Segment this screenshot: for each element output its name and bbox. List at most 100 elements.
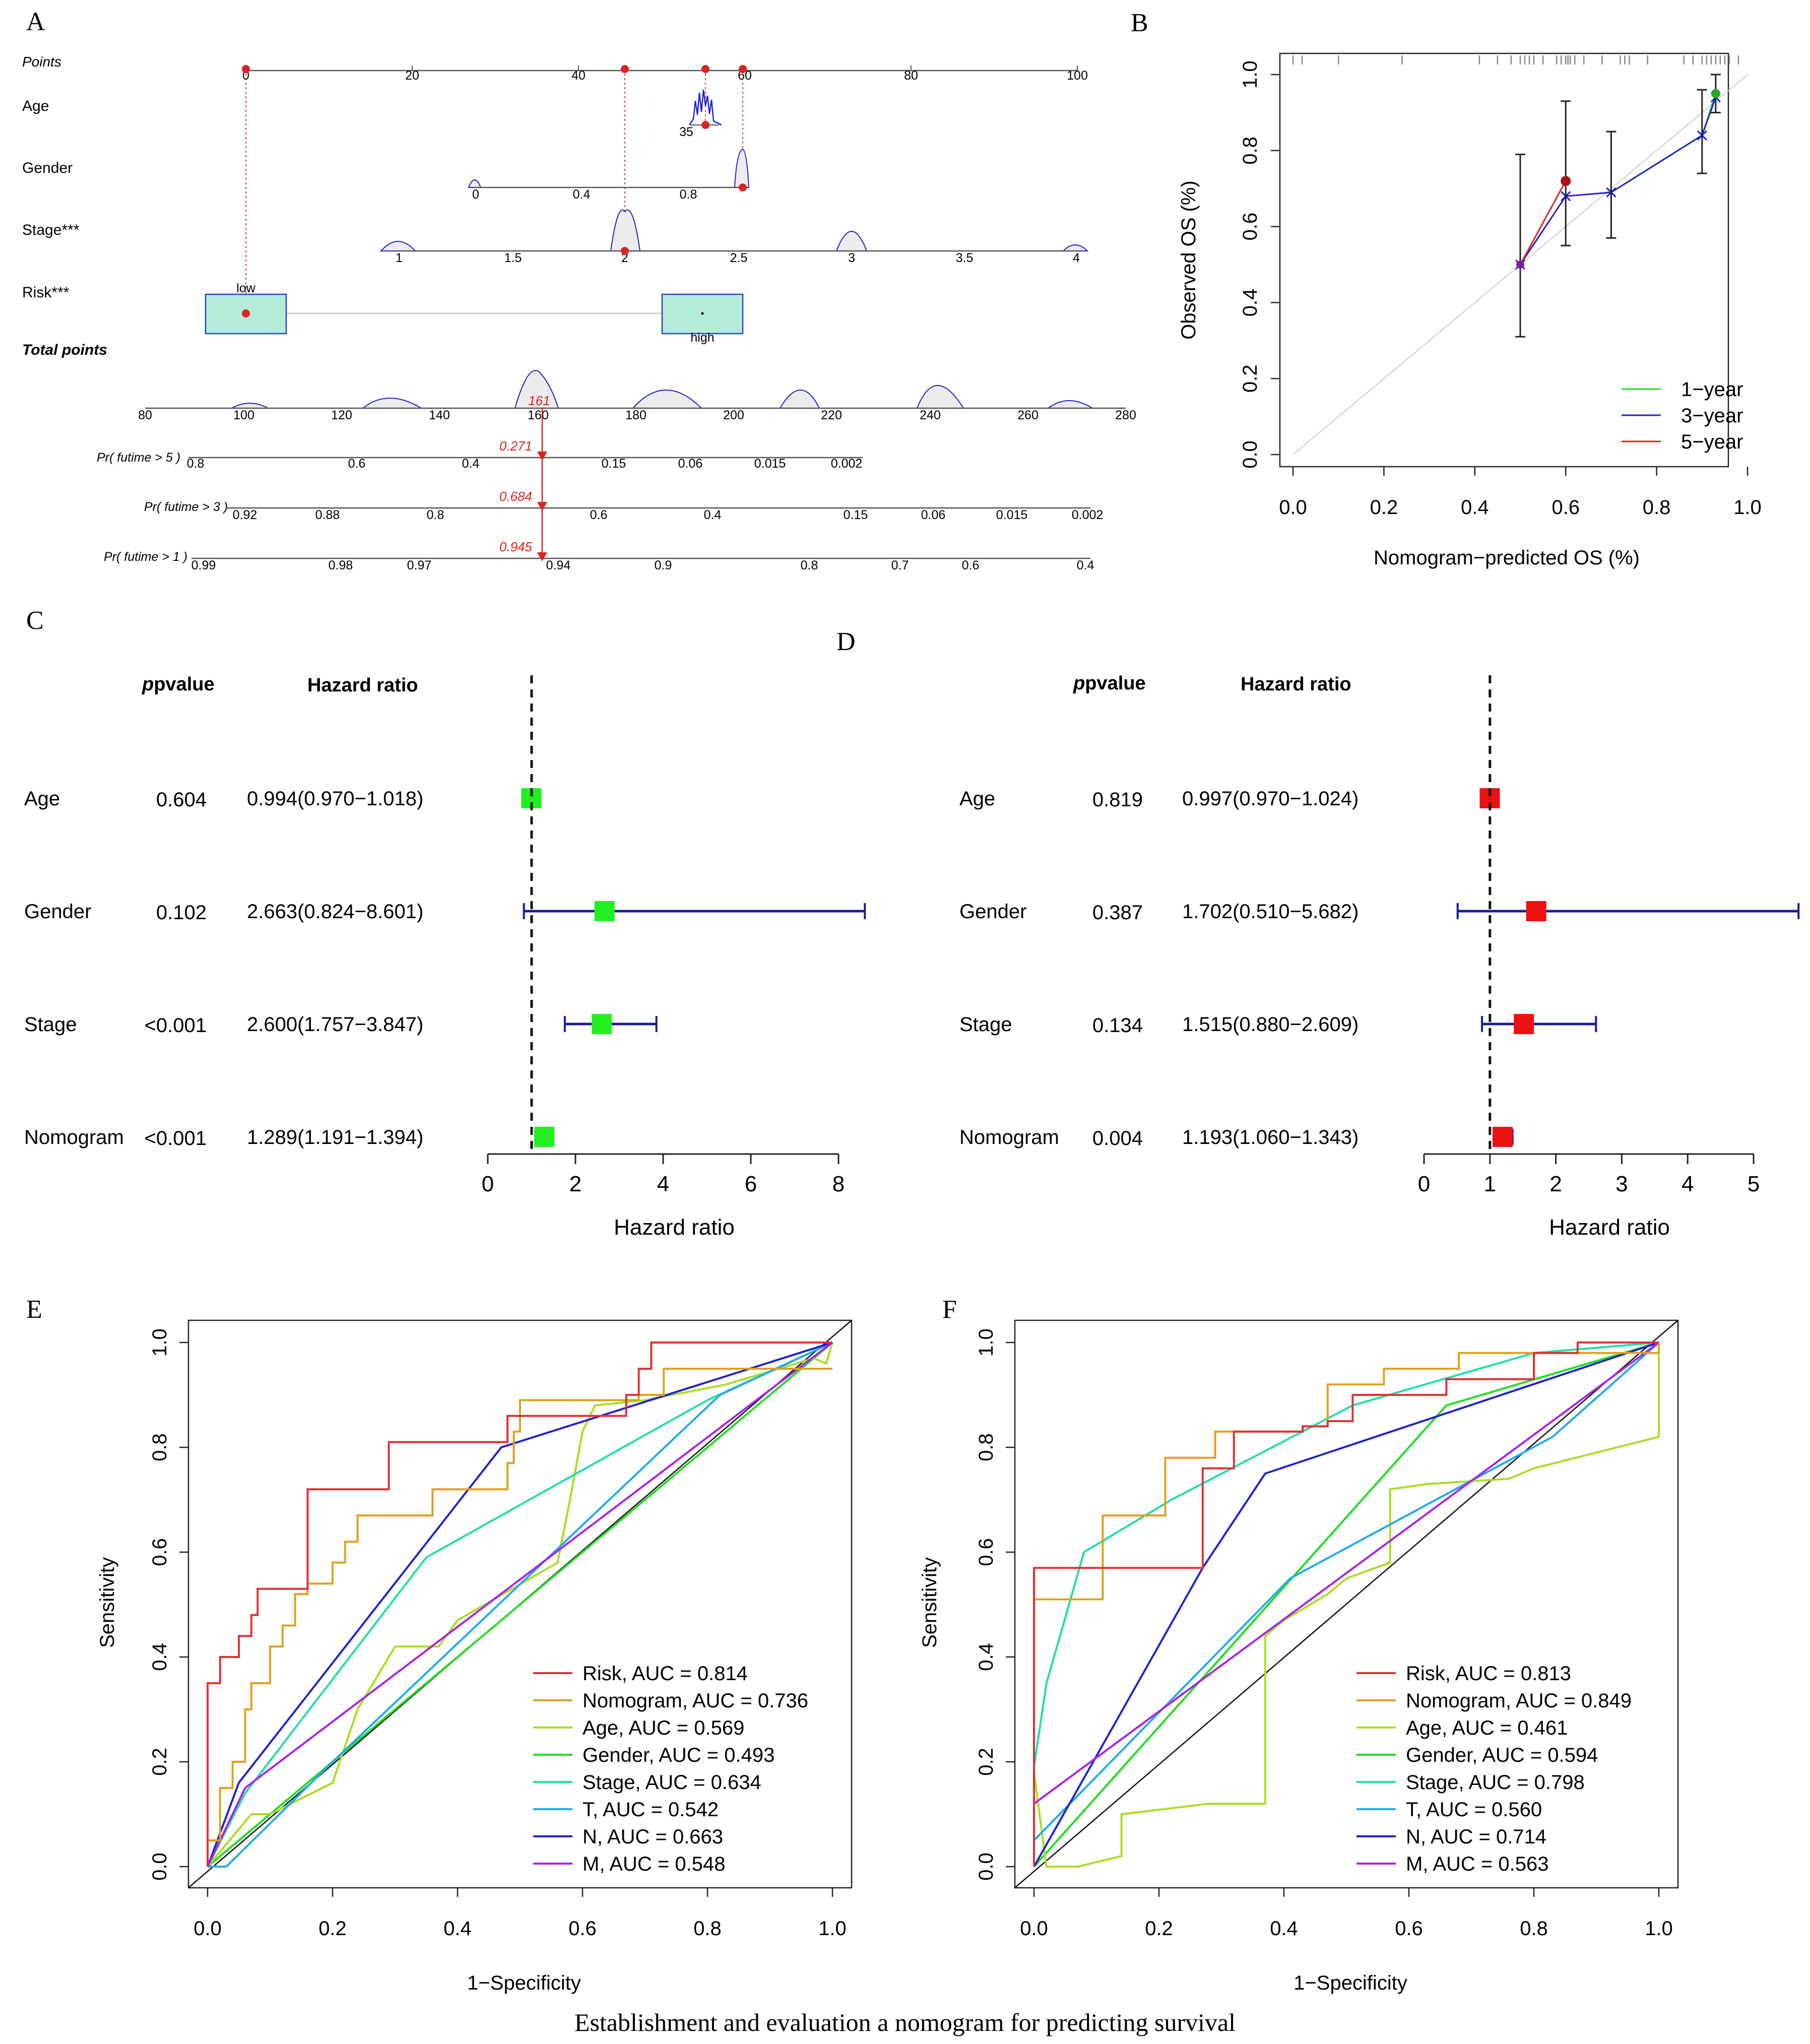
gender-tick-0: 0 xyxy=(472,187,479,202)
total-tick-160: 160 xyxy=(528,408,549,422)
age-density xyxy=(688,89,722,126)
figure-caption: Establishment and evaluation a nomogram … xyxy=(574,2008,1236,2036)
roc-e-ylabel: Sensitivity xyxy=(96,1557,118,1648)
stage-marker xyxy=(621,247,629,255)
total-tick-240: 240 xyxy=(920,408,941,422)
points-tick-40: 40 xyxy=(571,69,586,83)
forest-c-plot: 0 2 4 6 8 xyxy=(482,675,866,1196)
total-density-5 xyxy=(779,390,820,409)
age-marker xyxy=(701,121,709,129)
calibration-line-1-year xyxy=(1610,93,1717,194)
forest-xtick-label: 5 xyxy=(1748,1172,1760,1196)
age-tick-35: 35 xyxy=(679,125,693,139)
roc-legend-label: N, AUC = 0.714 xyxy=(1406,1826,1546,1848)
total-tick-280: 280 xyxy=(1115,408,1136,422)
calibration-ytick-label: 1.0 xyxy=(1239,60,1261,89)
roc-ytick-label: 1.0 xyxy=(149,1328,171,1357)
forest-row-pvalue: 0.387 xyxy=(1092,902,1143,924)
roc-xtick-label: 0.4 xyxy=(443,1918,472,1940)
total-points-value: 161 xyxy=(528,393,550,408)
forest-c-pvalue-header: ppvalue xyxy=(142,674,215,695)
forest-row-hr: 0.997(0.970−1.024) xyxy=(1182,788,1359,810)
roc-e-series xyxy=(207,1342,833,1868)
total-density-3 xyxy=(514,370,559,409)
roc-ytick-label: 0.0 xyxy=(149,1853,171,1881)
stage-tick-4: 4 xyxy=(1073,251,1080,265)
nomogram-label-pr5: Pr( futime > 5 ) xyxy=(97,451,180,465)
forest-row-pvalue: 0.102 xyxy=(156,902,207,924)
forest-xtick-label: 0 xyxy=(1418,1172,1430,1196)
pr3-tick-8: 0.002 xyxy=(1072,508,1104,522)
roc-legend-label: M, AUC = 0.563 xyxy=(1406,1853,1548,1875)
forest-xtick-label: 6 xyxy=(745,1172,757,1196)
total-tick-100: 100 xyxy=(233,408,254,422)
forest-point xyxy=(594,901,615,921)
roc-legend-label: Gender, AUC = 0.594 xyxy=(1406,1744,1598,1766)
pr5-ticks: 0.8 0.6 0.4 0.15 0.06 0.015 0.002 xyxy=(187,457,863,471)
forest-d-hr-header: Hazard ratio xyxy=(1241,674,1351,695)
calibration-marker-5year xyxy=(1561,176,1571,186)
calibration-line-5-year xyxy=(1519,180,1567,265)
roc-f-frame xyxy=(1014,1319,1679,1889)
pr5-value: 0.271 xyxy=(499,438,532,454)
pr1-tick-0: 0.99 xyxy=(191,558,216,572)
roc-xtick-label: 0.8 xyxy=(1520,1918,1548,1940)
roc-curve-6 xyxy=(207,1342,833,1867)
legend-label-1year: 1−year xyxy=(1681,378,1743,401)
pr1-tick-2: 0.97 xyxy=(407,558,432,572)
roc-xtick-label: 0.0 xyxy=(1020,1918,1048,1940)
roc-legend-label: Age, AUC = 0.461 xyxy=(1406,1717,1568,1739)
forest-c-rows: Age 0.604 0.994(0.970−1.018) Gender 0.102 2.6… xyxy=(24,788,423,1149)
pr5-tick-2: 0.4 xyxy=(462,457,480,471)
roc-curve-0 xyxy=(1033,1342,1659,1867)
pr5-tick-5: 0.015 xyxy=(754,457,786,471)
roc-xtick-label: 0.2 xyxy=(318,1918,347,1940)
pr1-ticks: 0.99 0.98 0.97 0.94 0.9 0.8 0.7 0.6 0.4 xyxy=(191,558,1094,572)
calibration-ytick-label: 0.0 xyxy=(1239,440,1261,469)
forest-xtick-label: 2 xyxy=(569,1172,581,1196)
forest-d-xlabel: Hazard ratio xyxy=(1549,1215,1670,1240)
roc-f-series xyxy=(1033,1342,1660,1868)
forest-row-pvalue: 0.004 xyxy=(1092,1127,1143,1149)
calibration-rug xyxy=(1292,55,1739,65)
forest-xtick-label: 3 xyxy=(1615,1172,1628,1196)
forest-row-hr: 1.515(0.880−2.609) xyxy=(1182,1013,1359,1036)
forest-row-label: Age xyxy=(959,788,995,810)
roc-curve-2 xyxy=(207,1342,833,1868)
total-tick-200: 200 xyxy=(723,408,744,422)
calibration-xtick-label: 0.4 xyxy=(1461,496,1489,519)
roc-ytick-label: 0.4 xyxy=(149,1643,171,1671)
nomogram-label-pr1: Pr( futime > 1 ) xyxy=(104,550,187,564)
legend-label-5year: 5−year xyxy=(1681,431,1743,453)
forest-point xyxy=(592,1014,612,1034)
gender-marker xyxy=(739,183,747,191)
panel-label-d: D xyxy=(836,627,856,656)
pr3-ticks: 0.92 0.88 0.8 0.6 0.4 0.15 0.06 0.015 0.… xyxy=(233,508,1104,522)
roc-legend-label: Risk, AUC = 0.813 xyxy=(1406,1663,1571,1685)
pr1-tick-4: 0.9 xyxy=(655,558,672,572)
forest-xtick-label: 4 xyxy=(1682,1172,1694,1196)
roc-e-axes: 0.0 0.2 0.4 0.6 0.8 1.0 0.0 0.2 0.4 0.6 0.8 1.0 xyxy=(149,1320,852,1940)
total-density-6 xyxy=(916,385,964,409)
forest-row-hr: 2.600(1.757−3.847) xyxy=(247,1013,423,1036)
roc-xtick-label: 0.6 xyxy=(568,1918,597,1940)
gender-tick-0.8: 0.8 xyxy=(680,187,697,202)
forest-c-hr-header: Hazard ratio xyxy=(307,675,418,696)
forest-d-rows: Age 0.819 0.997(0.970−1.024) Gender 0.387 1.7… xyxy=(959,788,1359,1149)
calibration-xtick-label: 0.8 xyxy=(1643,496,1671,519)
forest-row-label: Stage xyxy=(24,1013,77,1036)
forest-xtick-label: 4 xyxy=(657,1172,669,1196)
roc-ytick-label: 0.8 xyxy=(975,1433,997,1461)
roc-xtick-label: 0.8 xyxy=(693,1918,722,1940)
total-density-4 xyxy=(631,390,703,409)
stage-density-2 xyxy=(610,209,641,251)
forest-point xyxy=(534,1127,555,1147)
calibration-marker-1year xyxy=(1711,89,1720,98)
roc-panel-e: 0.0 0.2 0.4 0.6 0.8 1.0 0.0 0.2 0.4 0.6 0.8 1.0 Ris… xyxy=(96,1319,853,1994)
forest-row-hr: 1.193(1.060−1.343) xyxy=(1182,1126,1359,1148)
roc-ytick-label: 1.0 xyxy=(975,1328,997,1357)
points-tick-100: 100 xyxy=(1067,69,1088,83)
total-density-7 xyxy=(1046,400,1094,409)
forest-row-pvalue: <0.001 xyxy=(145,1127,207,1149)
